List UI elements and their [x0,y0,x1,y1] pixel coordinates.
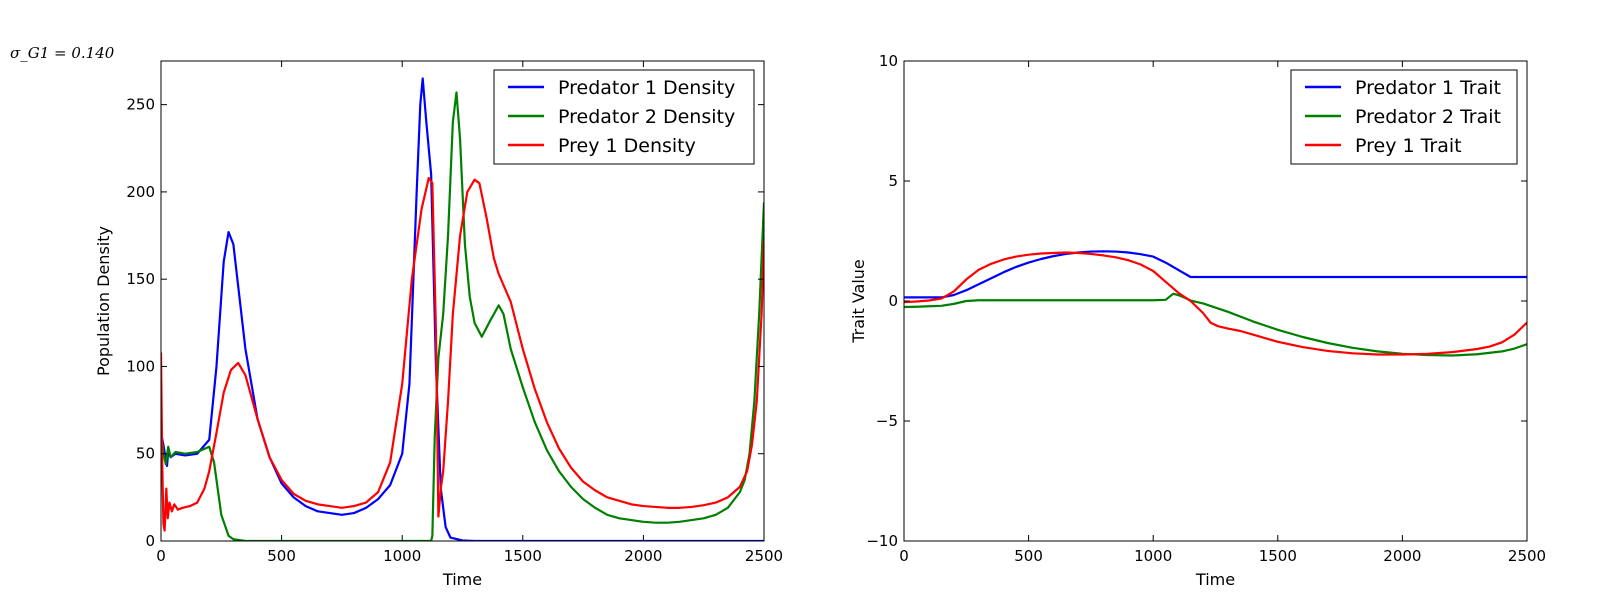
x-tick-label: 500 [267,547,296,565]
series-line-1 [904,250,1527,299]
x-tick-label: 1500 [504,547,542,565]
x-axis-label: Time [1195,570,1235,589]
y-tick-label: −10 [866,532,898,550]
y-tick-label: 0 [145,532,155,550]
y-tick-label: −5 [876,412,898,430]
x-tick-label: 1000 [1134,547,1172,565]
x-tick-label: 2000 [624,547,662,565]
x-tick-label: 0 [156,547,166,565]
x-tick-label: 1000 [383,547,421,565]
y-axis-label: Population Density [94,226,113,376]
y-tick-label: 150 [126,270,155,288]
chart-population-density: 0 500 1000 1500 2000 2500 0 50 100 150 200 250 Time P… [94,60,783,589]
x-tick-label: 2500 [745,547,783,565]
legend: Predator 1 Density Predator 2 Density Prey… [493,69,755,165]
x-tick-label: 0 [899,547,909,565]
series-line-3 [161,176,764,532]
legend-box [493,69,755,165]
x-tick-label: 1500 [1259,547,1297,565]
x-axis-label: Time [442,570,482,589]
chart-trait-value: 0 500 1000 1500 2000 2500 −10 −5 0 5 10 Time Trait V… [849,52,1546,589]
sigma-annotation: σ_G1 = 0.140 [10,44,115,62]
y-axis-label: Trait Value [849,259,868,344]
legend-entry: Prey 1 Density [558,135,696,157]
y-tick-label: 10 [879,52,898,70]
legend-entry: Predator 1 Trait [1355,77,1501,99]
x-tick-label: 500 [1014,547,1043,565]
legend-entry: Predator 2 Density [558,106,735,128]
y-tick-label: 200 [126,183,155,201]
legend: Predator 1 Trait Predator 2 Trait Prey 1 T… [1290,69,1518,165]
series-line-3 [904,251,1527,356]
legend-entry: Prey 1 Trait [1355,135,1462,157]
plot-frame [160,60,765,542]
y-tick-label: 250 [126,96,155,114]
x-tick-label: 2500 [1508,547,1546,565]
y-tick-label: 0 [888,292,898,310]
legend-entry: Predator 2 Trait [1355,106,1501,128]
y-tick-label: 100 [126,357,155,375]
y-tick-label: 5 [888,172,898,190]
x-tick-label: 2000 [1383,547,1421,565]
legend-entry: Predator 1 Density [558,77,735,99]
y-tick-label: 50 [136,445,155,463]
series-line-2 [161,91,764,541]
